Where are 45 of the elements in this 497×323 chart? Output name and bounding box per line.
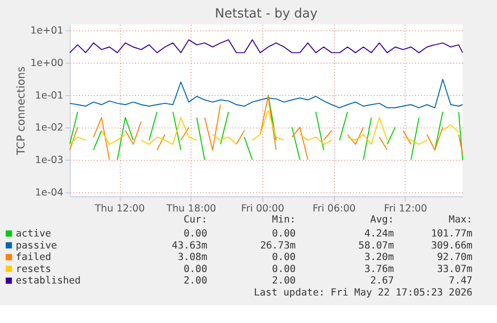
text: 3.08m — [178, 252, 208, 264]
y-tick-label: 1e+01 — [30, 25, 64, 36]
y-tick-label: 1e-04 — [35, 188, 64, 199]
chart-title: Netstat - by day — [214, 6, 318, 22]
text: 3.76m — [364, 264, 394, 275]
y-axis-title: TCP connections — [14, 66, 28, 156]
text: 43.63m — [172, 240, 208, 252]
y-tick-label: 1e-02 — [35, 122, 64, 134]
text: 33.07m — [436, 264, 473, 275]
text: Avg: — [370, 214, 394, 226]
text: 58.07m — [358, 240, 394, 252]
x-tick-label: Fri 00:00 — [241, 203, 284, 214]
text: Cur: — [184, 214, 208, 226]
text: 2.67 — [370, 276, 394, 287]
text: 7.47 — [448, 276, 473, 287]
y-tick-label: 1e+00 — [30, 58, 64, 69]
text: 3.20m — [364, 252, 394, 264]
x-tick-label: Thu 12:00 — [94, 203, 145, 214]
text: 309.66m — [431, 240, 473, 252]
legend-label: passive — [16, 240, 58, 252]
legend-label: active — [16, 228, 52, 240]
text: 26.73m — [260, 240, 296, 252]
text: Min: — [272, 214, 296, 226]
x-tick-label: Fri 06:00 — [312, 203, 356, 214]
legend-label: resets — [16, 264, 52, 275]
line-series — [69, 78, 464, 108]
text: 0.00 — [272, 252, 296, 264]
legend-label: failed — [16, 252, 52, 264]
text: Last update: Fri May 22 17:05:23 2026 — [254, 287, 473, 298]
text: 0.00 — [184, 264, 208, 275]
text: 101.77m — [431, 228, 473, 240]
text: 0.00 — [272, 264, 296, 275]
x-tick-label: Fri 12:00 — [384, 203, 428, 214]
text: 92.70m — [436, 252, 473, 264]
text: 4.24m — [364, 228, 394, 240]
text: 0.00 — [272, 228, 296, 240]
text: 0.00 — [184, 228, 208, 240]
text: 2.00 — [184, 276, 208, 287]
text: 2.00 — [272, 276, 296, 287]
y-tick-label: 1e-03 — [35, 155, 64, 166]
line-series — [69, 39, 464, 54]
legend-label: established — [16, 276, 81, 287]
text: Max: — [448, 214, 472, 226]
y-tick-label: 1e-01 — [35, 90, 64, 102]
x-tick-label: Thu 18:00 — [165, 203, 216, 214]
